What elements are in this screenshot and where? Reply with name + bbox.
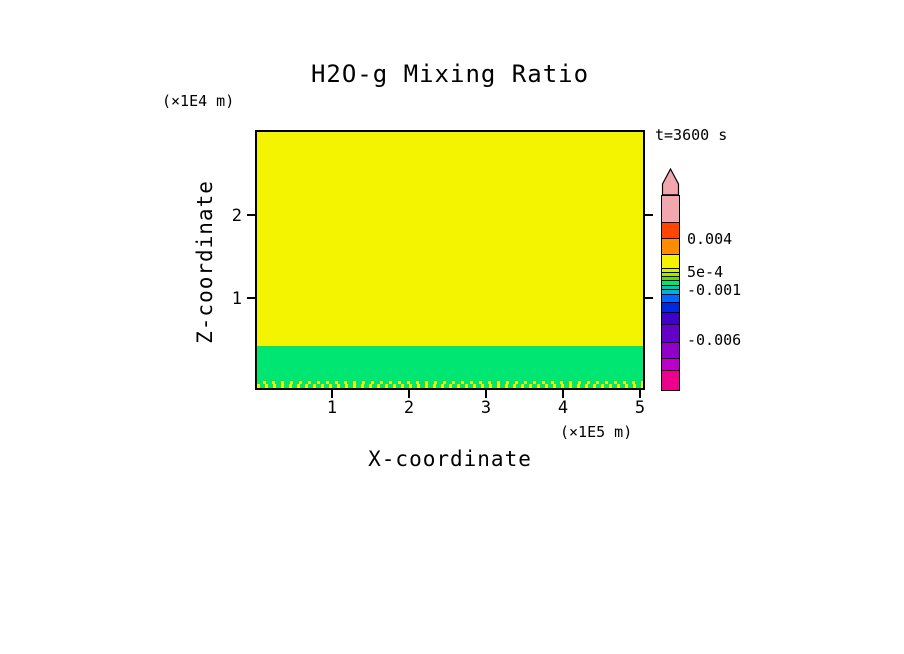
x-tick-mark [485, 390, 487, 398]
colorbar-segment [662, 272, 679, 276]
x-tick-mark [639, 390, 641, 398]
colorbar-segment [662, 358, 679, 370]
surface-dither-b [257, 381, 643, 384]
colorbar-segment [662, 294, 679, 302]
colorbar-segment [662, 268, 679, 272]
x-axis-label: X-coordinate [368, 447, 532, 471]
x-tick-label: 4 [557, 398, 569, 418]
x-tick-mark [562, 390, 564, 398]
z-tick-mark [645, 214, 653, 216]
colorbar-segment [662, 254, 679, 268]
z-tick-label: 2 [231, 206, 242, 226]
colorbar-segment [662, 302, 679, 312]
colorbar-segment [662, 289, 679, 294]
z-tick-mark [645, 297, 653, 299]
colorbar-segment [662, 196, 679, 222]
colorbar-segment [662, 276, 679, 280]
colorbar-segment [662, 222, 679, 238]
z-tick-mark [247, 214, 255, 216]
colorbar-bar [661, 195, 680, 391]
x-tick-mark [408, 390, 410, 398]
x-tick-label: 2 [403, 398, 415, 418]
colorbar-segment [662, 342, 679, 358]
colorbar-segment [662, 324, 679, 342]
z-axis-label: Z-coordinate [193, 180, 217, 344]
x-tick-label: 3 [480, 398, 492, 418]
colorbar-segment [662, 238, 679, 254]
colorbar-segment [662, 280, 679, 285]
colorbar-label: 5e-4 [687, 263, 724, 281]
colorbar-arrow-shape [661, 168, 680, 195]
chart-title: H2O-g Mixing Ratio [310, 60, 590, 88]
colorbar-label: -0.006 [687, 331, 742, 349]
z-tick-label: 1 [231, 289, 242, 309]
z-tick-mark [247, 297, 255, 299]
colorbar-segment [662, 370, 679, 390]
plot-area [255, 130, 645, 390]
colorbar-label: -0.001 [687, 281, 742, 299]
colorbar-segment [662, 312, 679, 324]
colorbar-arrow-icon [661, 168, 680, 195]
x-tick-label: 1 [326, 398, 338, 418]
z-axis-unit-label: (×1E4 m) [162, 92, 235, 110]
surface-dither-a [257, 384, 643, 388]
x-tick-mark [331, 390, 333, 398]
colorbar-segment [662, 285, 679, 289]
x-tick-label: 5 [634, 398, 646, 418]
colorbar-label: 0.004 [687, 230, 733, 248]
time-label: t=3600 s [655, 126, 728, 144]
field-lower-band [257, 346, 643, 388]
x-axis-unit-label: (×1E5 m) [560, 423, 633, 441]
